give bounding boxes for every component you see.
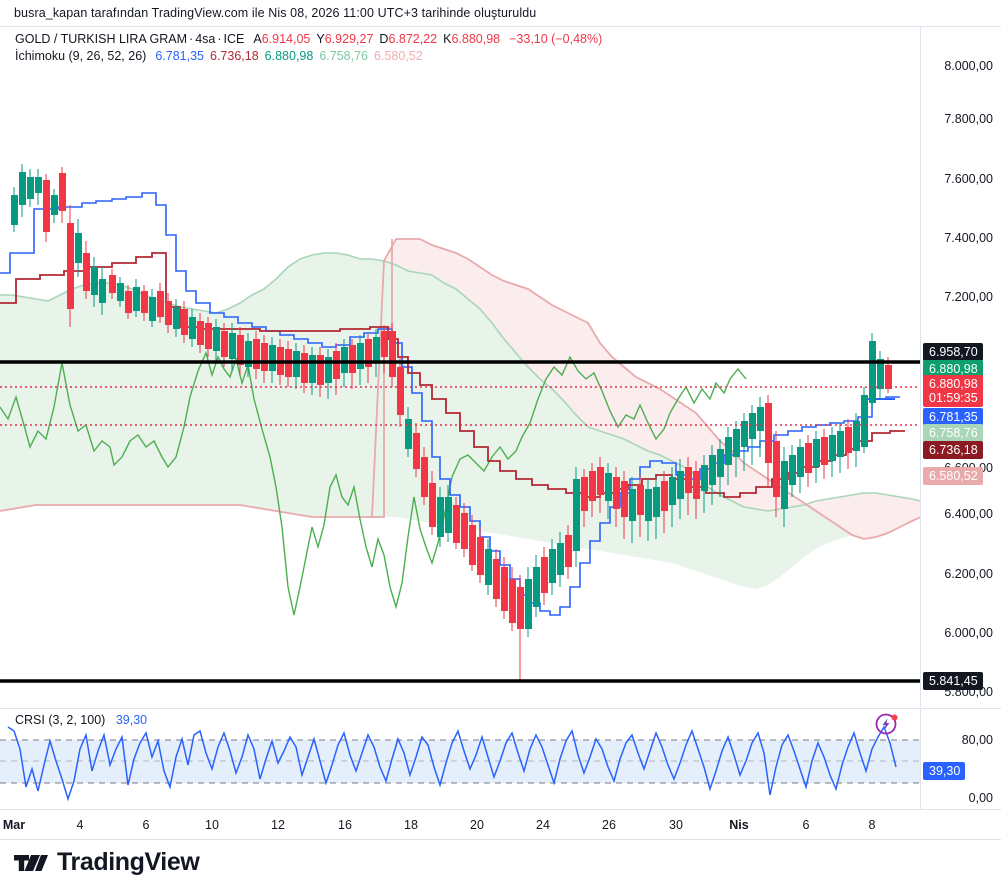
crsi-pane[interactable]: CRSI (3, 2, 100) 39,30 <box>0 708 921 809</box>
time-axis[interactable]: Mar 4 6 10 12 16 18 20 24 26 30 Nis 6 8 <box>0 809 1001 841</box>
price-pane[interactable]: GOLD / TURKISH LIRA GRAM · 4sa · ICE A6.914,0… <box>0 27 921 707</box>
time-tick: 12 <box>271 818 285 832</box>
time-tick: 26 <box>602 818 616 832</box>
time-tick: Mar <box>2 818 26 832</box>
time-tick: 24 <box>536 818 550 832</box>
chikou-span-line <box>0 350 747 616</box>
time-tick: 16 <box>338 818 352 832</box>
price-tick: 6.200,00 <box>944 567 993 581</box>
price-tick: 6.400,00 <box>944 507 993 521</box>
time-tick: 4 <box>76 818 84 832</box>
time-tick: Nis <box>729 818 749 832</box>
price-tick: 7.200,00 <box>944 290 993 304</box>
ichimoku-cloud-red <box>300 239 920 539</box>
candlestick-series <box>11 164 892 681</box>
price-tick: 7.400,00 <box>944 231 993 245</box>
last-price-tag[interactable]: 6.880,98 01:59:35 <box>923 375 983 407</box>
chart-frame: GOLD / TURKISH LIRA GRAM · 4sa · ICE A6.914,0… <box>0 26 1001 840</box>
tenkan-tag[interactable]: 6.781,35 <box>923 408 983 426</box>
crsi-axis[interactable]: 80,00 0,00 39,30 <box>921 708 1001 809</box>
price-tick: 8.000,00 <box>944 59 993 73</box>
tradingview-mark-icon <box>14 854 48 871</box>
time-tick: 6 <box>142 818 150 832</box>
tradingview-wordmark: TradingView <box>57 848 200 876</box>
price-tick: 6.000,00 <box>944 626 993 640</box>
time-tick: 6 <box>802 818 810 832</box>
time-tick: 8 <box>868 818 876 832</box>
time-tick: 10 <box>205 818 219 832</box>
price-chart-svg <box>0 164 920 683</box>
attribution-text: busra_kapan tarafından TradingView.com i… <box>14 6 537 20</box>
crsi-value-tag[interactable]: 39,30 <box>923 762 966 780</box>
senkou-span-b-line <box>0 238 920 540</box>
crsi-chart-svg <box>0 725 920 802</box>
crsi-tick: 80,00 <box>961 733 993 747</box>
price-tick: 7.600,00 <box>944 172 993 186</box>
countdown-timer: 01:59:35 <box>929 391 978 405</box>
kijun-tag[interactable]: 6.736,18 <box>923 441 983 459</box>
resistance-level-tag[interactable]: 6.958,70 <box>923 343 983 361</box>
crsi-line <box>7 725 897 802</box>
tradingview-logo[interactable]: TradingView <box>14 848 200 877</box>
lightning-alert-icon[interactable] <box>874 711 900 737</box>
price-axis[interactable]: 8.000,00 7.800,00 7.600,00 7.400,00 7.20… <box>921 27 1001 707</box>
time-tick: 20 <box>470 818 484 832</box>
chikou-close-tag[interactable]: 6.880,98 <box>923 360 983 378</box>
senkou-b-tag[interactable]: 6.580,52 <box>923 467 983 485</box>
crsi-tick: 0,00 <box>968 791 993 805</box>
time-tick: 30 <box>669 818 683 832</box>
last-price-value: 6.880,98 <box>929 377 978 391</box>
footer: TradingView <box>0 840 1001 893</box>
support-level-tag[interactable]: 5.841,45 <box>923 672 983 690</box>
time-tick: 18 <box>404 818 418 832</box>
senkou-a-tag[interactable]: 6.758,76 <box>923 424 983 442</box>
price-tick: 7.800,00 <box>944 112 993 126</box>
